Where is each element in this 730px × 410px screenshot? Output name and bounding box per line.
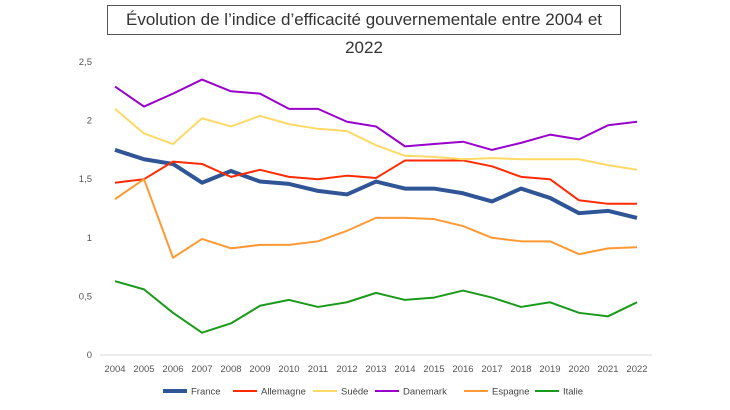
x-tick-label: 2015 xyxy=(423,364,444,375)
x-tick-label: 2012 xyxy=(336,364,357,375)
y-tick-label: 0,5 xyxy=(79,291,92,302)
series-line-espagne xyxy=(114,178,638,259)
series-line-allemagne xyxy=(114,159,637,205)
series-line-danemark xyxy=(114,78,638,151)
x-tick-label: 2014 xyxy=(394,364,415,375)
x-tick-label: 2022 xyxy=(626,364,647,375)
legend-label: Allemagne xyxy=(261,387,306,398)
x-tick-label: 2009 xyxy=(249,364,270,375)
chart-title: Évolution de l’indice d’efficacité gouve… xyxy=(107,5,621,57)
legend-label: France xyxy=(191,387,221,398)
legend-label: Danemark xyxy=(403,387,447,398)
x-tick-label: 2013 xyxy=(365,364,386,375)
y-tick-label: 1,5 xyxy=(79,174,92,185)
x-tick-label: 2008 xyxy=(220,364,241,375)
x-tick-label: 2010 xyxy=(278,364,299,375)
y-tick-label: 1 xyxy=(87,233,92,244)
y-tick-label: 2 xyxy=(87,116,92,127)
series-line-suède xyxy=(114,108,638,171)
x-tick-label: 2006 xyxy=(162,364,183,375)
x-tick-label: 2005 xyxy=(133,364,154,375)
x-tick-label: 2021 xyxy=(597,364,618,375)
legend-label: Espagne xyxy=(492,387,530,398)
x-tick-label: 2004 xyxy=(104,364,125,375)
series-line-italie xyxy=(114,280,638,334)
x-tick-label: 2020 xyxy=(568,364,589,375)
y-tick-label: 2,5 xyxy=(79,57,92,68)
x-tick-label: 2011 xyxy=(308,364,328,375)
legend-label: Suède xyxy=(341,387,368,398)
x-tick-label: 2018 xyxy=(510,364,531,375)
x-tick-label: 2017 xyxy=(481,364,502,375)
x-tick-label: 2007 xyxy=(191,364,212,375)
x-tick-label: 2019 xyxy=(539,364,560,375)
y-tick-label: 0 xyxy=(87,350,92,361)
legend-label: Italie xyxy=(563,387,583,398)
series-line-france xyxy=(114,147,638,220)
x-tick-label: 2016 xyxy=(452,364,473,375)
